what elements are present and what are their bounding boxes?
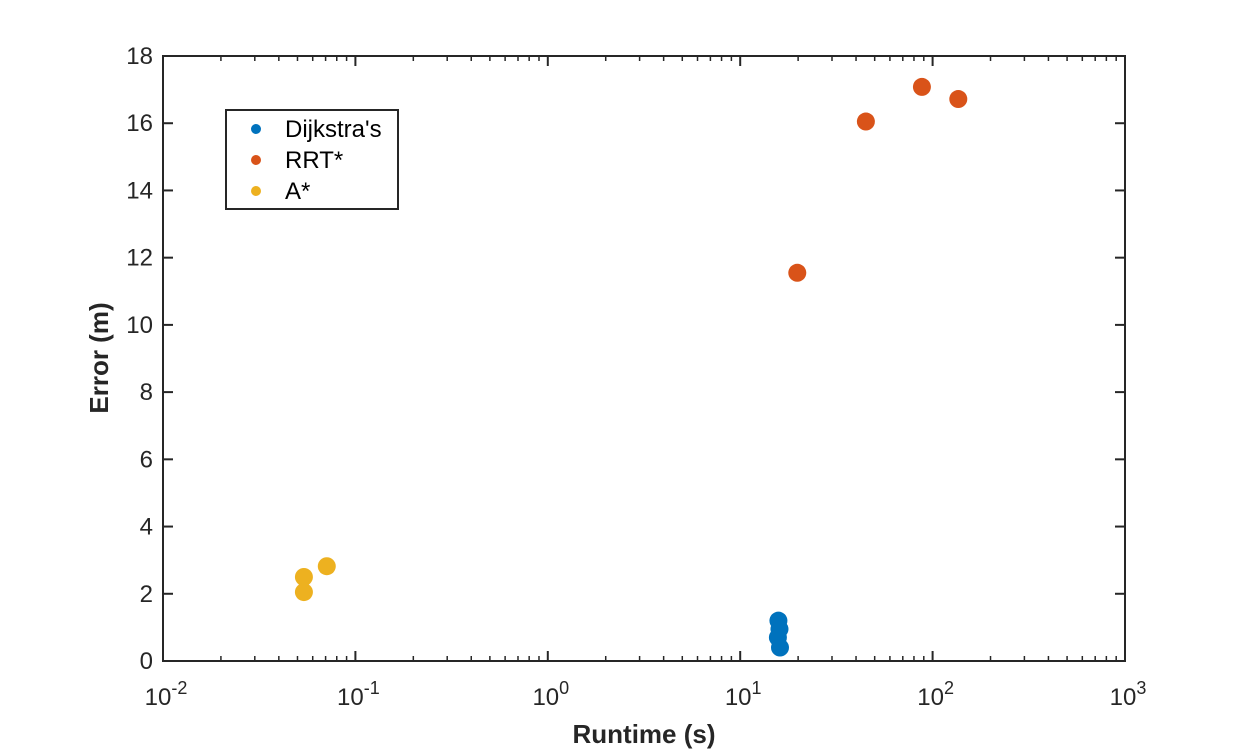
y-tick-labels: 0 2 4 6 8 10 12 14 16 18 <box>126 43 153 675</box>
data-point-a <box>317 557 336 576</box>
x-tick-label: 100 <box>532 678 569 711</box>
data-point-rrt <box>856 112 875 131</box>
data-point-a <box>294 567 313 586</box>
data-point-rrt <box>949 90 968 109</box>
legend-marker-rrt <box>251 155 261 165</box>
data-point-rrt <box>912 77 931 96</box>
data-point-dijkstra-s <box>770 638 789 657</box>
data-point-rrt <box>788 263 807 282</box>
legend: Dijkstra's RRT* A* <box>225 109 399 210</box>
legend-marker-dijkstra-s <box>251 124 261 134</box>
axes-box <box>162 55 1126 662</box>
x-tick-label: 101 <box>725 678 762 711</box>
data-point-a <box>294 583 313 602</box>
y-tick-label: 18 <box>126 43 153 70</box>
legend-marker-a <box>251 186 261 196</box>
x-tick-label: 10-2 <box>145 678 188 711</box>
y-tick-label: 4 <box>140 514 153 541</box>
x-axis-title: Runtime (s) <box>573 719 716 749</box>
y-tick-label: 16 <box>126 110 153 137</box>
y-tick-label: 12 <box>126 245 153 272</box>
x-tick-label: 103 <box>1110 678 1147 711</box>
legend-entries: Dijkstra's RRT* A* <box>251 116 382 205</box>
legend-label-rrt: RRT* <box>285 147 343 174</box>
y-tick-label: 14 <box>126 177 153 204</box>
x-tick-labels: 10-2 10-1 100 101 102 103 <box>145 678 1147 711</box>
legend-label-dijkstra-s: Dijkstra's <box>285 116 382 143</box>
legend-label-a: A* <box>285 178 310 205</box>
x-tick-label: 10-1 <box>337 678 380 711</box>
y-axis-title: Error (m) <box>84 302 114 413</box>
y-tick-label: 2 <box>140 581 153 608</box>
x-tick-label: 102 <box>917 678 954 711</box>
y-tick-label: 0 <box>140 648 153 675</box>
y-tick-label: 8 <box>140 379 153 406</box>
y-tick-label: 10 <box>126 312 153 339</box>
y-tick-label: 6 <box>140 446 153 473</box>
data-points <box>294 77 968 657</box>
